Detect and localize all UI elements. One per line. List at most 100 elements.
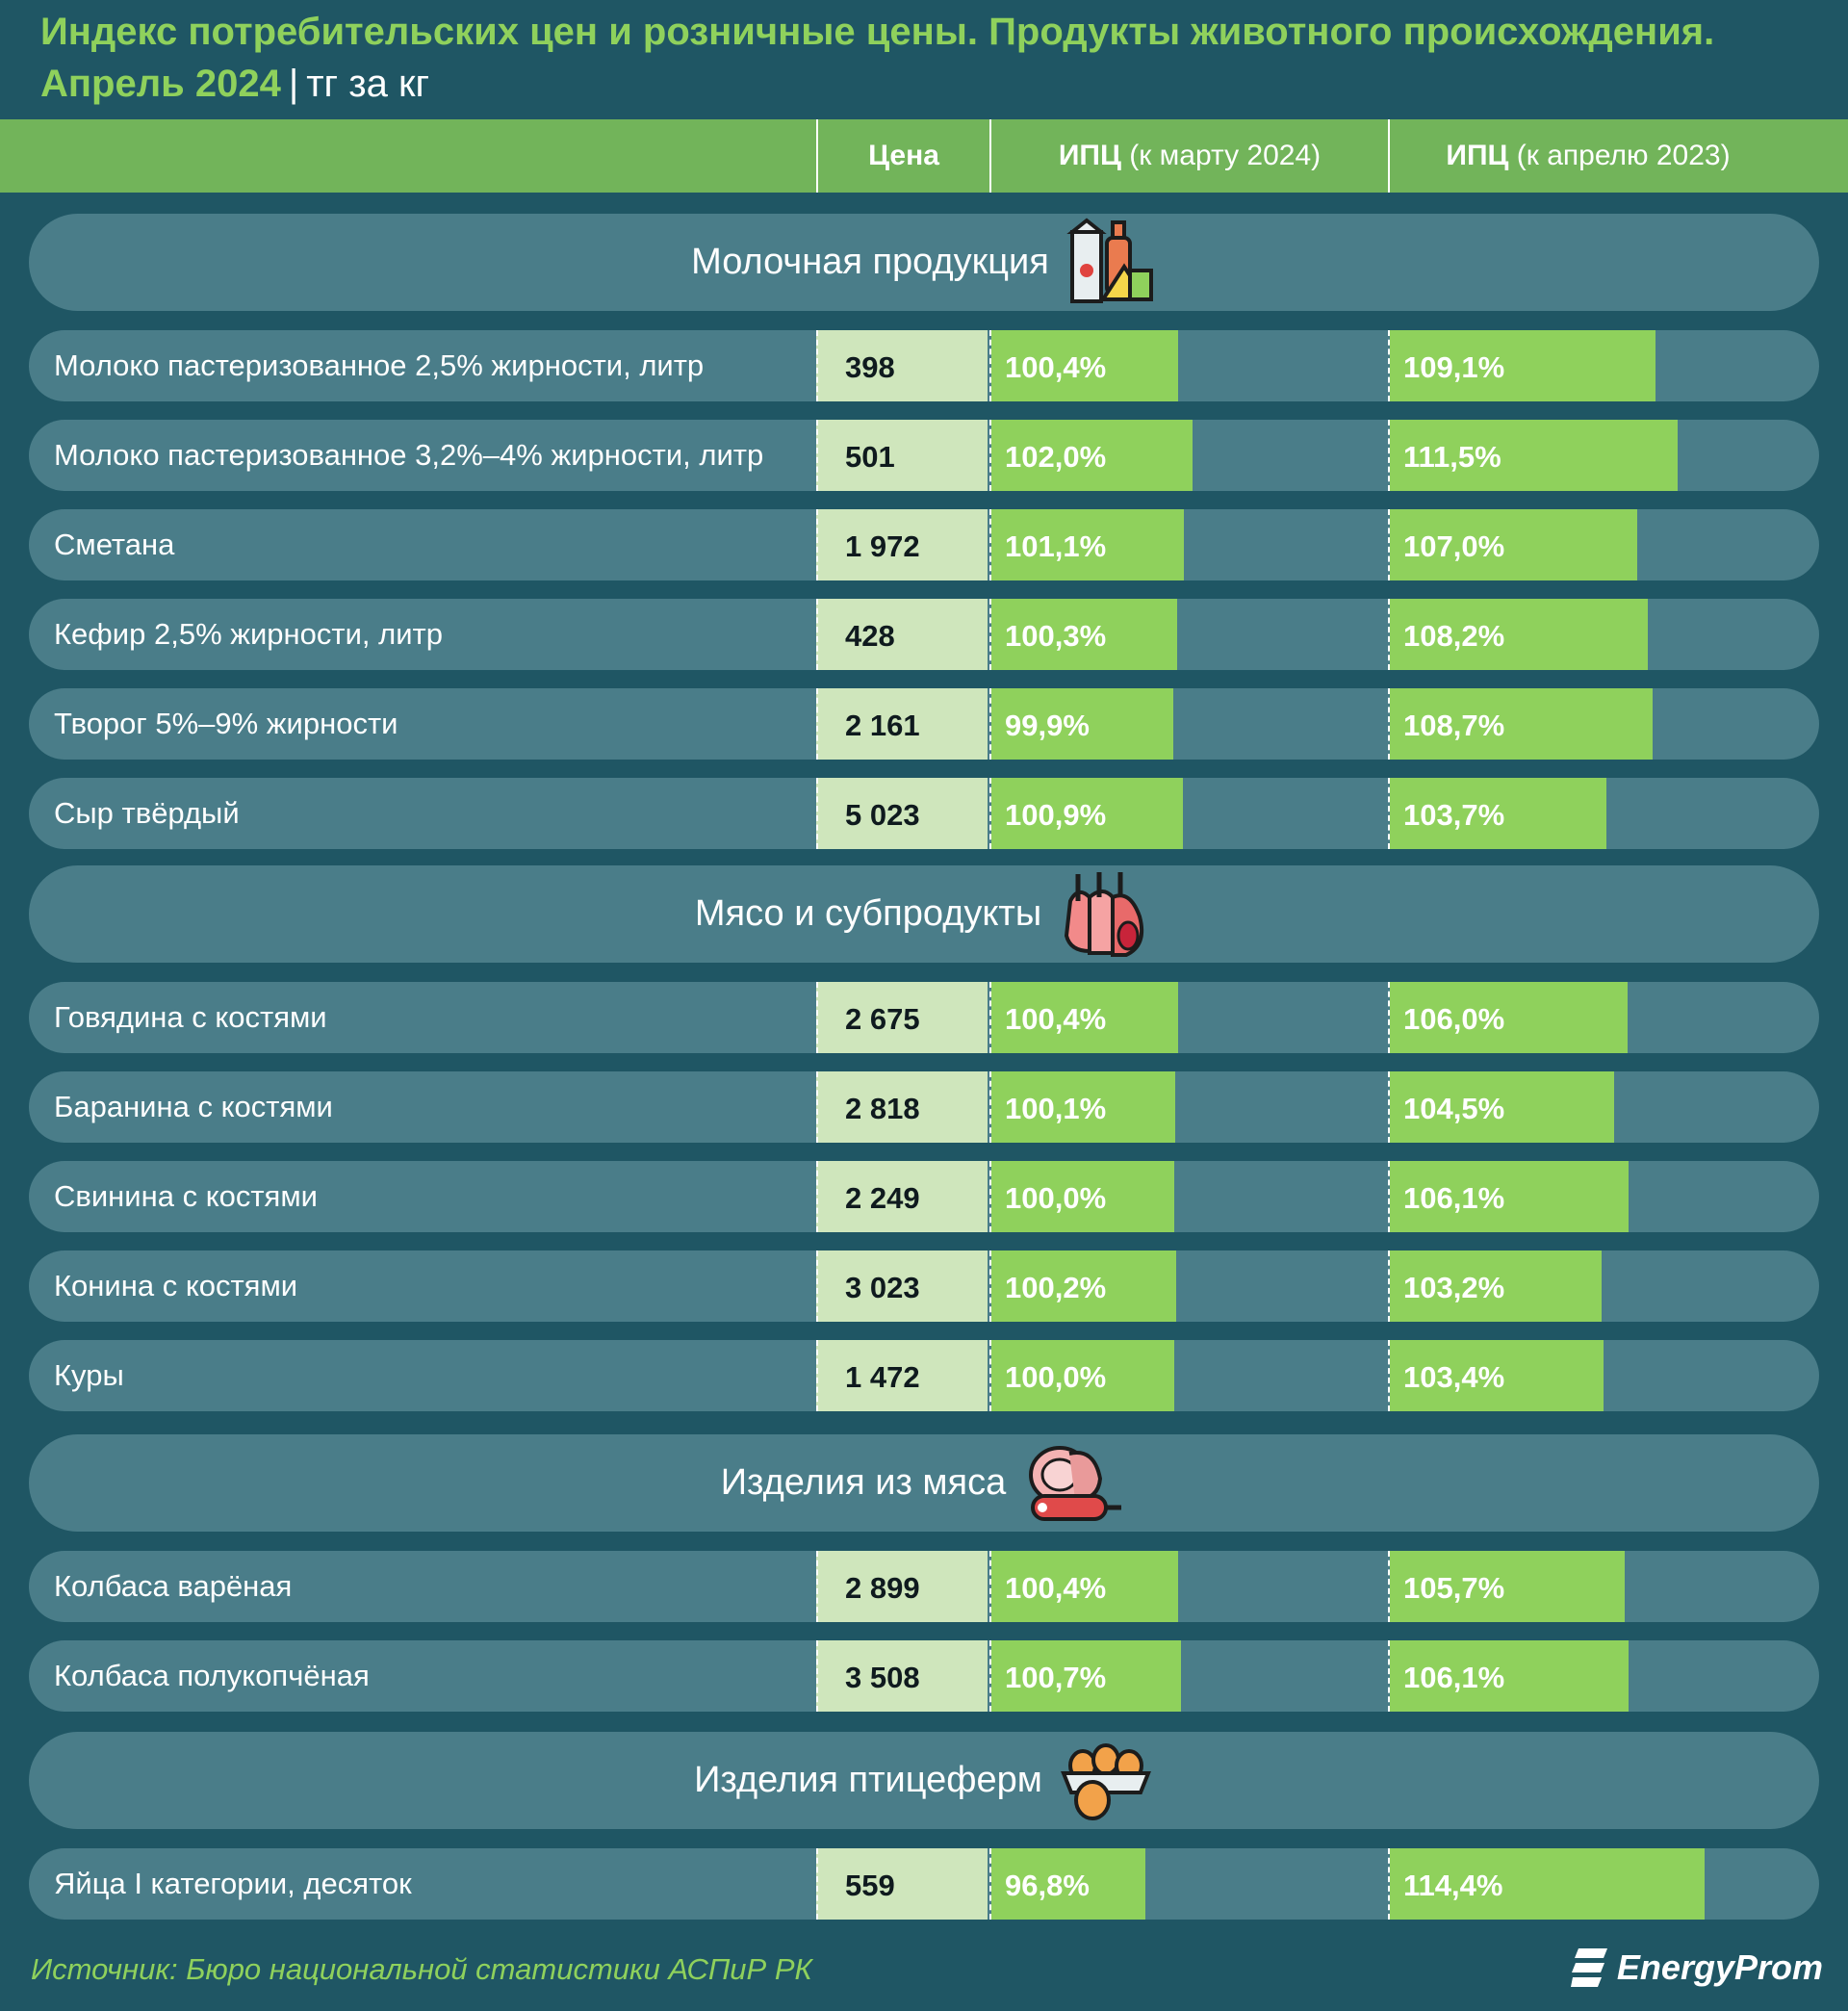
cpi-march-bar: 100,1% [991, 1071, 1175, 1143]
column-divider [816, 1250, 818, 1322]
price-cell: 2 675 [816, 982, 988, 1053]
header-divider [1388, 119, 1390, 193]
table-row: Молоко пастеризованное 3,2%–4% жирности,… [29, 420, 1819, 491]
product-label: Кефир 2,5% жирности, литр [54, 617, 443, 651]
column-divider [816, 1161, 818, 1232]
header-cpi-march: ИПЦ (к марту 2024) [1058, 140, 1322, 171]
column-divider [1388, 1250, 1390, 1322]
cpi-march-bar: 102,0% [991, 420, 1193, 491]
cpi-april-bar: 109,1% [1390, 330, 1656, 401]
cpi-march-bar: 99,9% [991, 688, 1173, 760]
price-cell: 3 023 [816, 1250, 988, 1322]
product-label: Молоко пастеризованное 3,2%–4% жирности,… [54, 438, 764, 472]
product-label: Творог 5%–9% жирности [54, 707, 398, 740]
column-divider [989, 1848, 991, 1920]
column-divider [1388, 688, 1390, 760]
cpi-march-bar: 100,3% [991, 599, 1177, 670]
column-divider [1388, 1071, 1390, 1143]
column-divider [816, 330, 818, 401]
cpi-march-bar: 100,2% [991, 1250, 1176, 1322]
column-divider [816, 1071, 818, 1143]
cpi-april-bar: 105,7% [1390, 1551, 1625, 1622]
column-divider [1388, 1848, 1390, 1920]
title-separator: | [288, 63, 299, 105]
meat-icon [1057, 868, 1153, 961]
price-cell: 428 [816, 599, 988, 670]
column-divider [989, 1340, 991, 1411]
column-divider [989, 330, 991, 401]
column-divider [816, 982, 818, 1053]
chart-title: Индекс потребительских цен и розничные ц… [40, 6, 1811, 110]
column-divider [1388, 982, 1390, 1053]
cpi-april-bar: 106,0% [1390, 982, 1628, 1053]
table-row: Говядина с костями 2 675 100,4% 106,0% [29, 982, 1819, 1053]
cpi-march-bar: 100,9% [991, 778, 1183, 849]
column-divider [816, 778, 818, 849]
title-text: Индекс потребительских цен и розничные ц… [40, 11, 1715, 53]
logo-text: EnergyProm [1616, 1947, 1823, 1987]
cpi-april-bar: 106,1% [1390, 1640, 1629, 1712]
category-title: Мясо и субпродукты [694, 893, 1042, 934]
column-divider [1388, 420, 1390, 491]
column-divider [989, 1161, 991, 1232]
cpi-april-bar: 107,0% [1390, 509, 1637, 580]
price-cell: 2 818 [816, 1071, 988, 1143]
price-cell: 2 161 [816, 688, 988, 760]
cpi-march-bar: 100,4% [991, 1551, 1178, 1622]
column-header-row: Цена ИПЦ (к марту 2024) ИПЦ (к апрелю 20… [0, 119, 1848, 193]
column-divider [1388, 1551, 1390, 1622]
price-cell: 5 023 [816, 778, 988, 849]
header-divider [989, 119, 991, 193]
product-label: Куры [54, 1358, 124, 1392]
table-row: Кефир 2,5% жирности, литр 428 100,3% 108,2% [29, 599, 1819, 670]
cpi-march-bar: 100,7% [991, 1640, 1181, 1712]
column-divider [816, 1640, 818, 1712]
price-cell: 1 972 [816, 509, 988, 580]
cpi-april-bar: 103,4% [1390, 1340, 1604, 1411]
price-cell: 2 899 [816, 1551, 988, 1622]
table-row: Куры 1 472 100,0% 103,4% [29, 1340, 1819, 1411]
source-note: Источник: Бюро национальной статистики А… [31, 1952, 812, 1986]
cpi-march-bar: 101,1% [991, 509, 1184, 580]
product-label: Сыр твёрдый [54, 796, 240, 830]
column-divider [816, 509, 818, 580]
table-row: Яйца I категории, десяток 559 96,8% 114,4% [29, 1848, 1819, 1920]
column-divider [816, 599, 818, 670]
table-row: Колбаса полукопчёная 3 508 100,7% 106,1% [29, 1640, 1819, 1712]
table-row: Молоко пастеризованное 2,5% жирности, ли… [29, 330, 1819, 401]
column-divider [816, 1551, 818, 1622]
title-unit: тг за кг [306, 63, 430, 105]
logo-icon [1570, 1948, 1607, 1987]
column-divider [989, 1551, 991, 1622]
product-label: Свинина с костями [54, 1179, 318, 1213]
dairy-icon [1065, 217, 1157, 309]
price-cell: 501 [816, 420, 988, 491]
cpi-april-bar: 104,5% [1390, 1071, 1614, 1143]
column-divider [1388, 1161, 1390, 1232]
table-row: Баранина с костями 2 818 100,1% 104,5% [29, 1071, 1819, 1143]
table-row: Сметана 1 972 101,1% 107,0% [29, 509, 1819, 580]
cpi-april-bar: 103,7% [1390, 778, 1606, 849]
brand-logo: EnergyProm [1570, 1947, 1823, 1989]
column-divider [1388, 599, 1390, 670]
cpi-march-bar: 100,0% [991, 1161, 1174, 1232]
price-cell: 1 472 [816, 1340, 988, 1411]
column-divider [989, 599, 991, 670]
table-row: Сыр твёрдый 5 023 100,9% 103,7% [29, 778, 1819, 849]
category-title: Изделия из мяса [720, 1462, 1007, 1503]
column-divider [1388, 1340, 1390, 1411]
column-divider [816, 1340, 818, 1411]
column-divider [989, 420, 991, 491]
header-cpi-april: ИПЦ (к апрелю 2023) [1446, 140, 1731, 171]
cpi-april-bar: 108,2% [1390, 599, 1648, 670]
category-header: Мясо и субпродукты [29, 865, 1819, 963]
sausage-icon [1021, 1440, 1127, 1527]
eggs-icon [1058, 1740, 1154, 1821]
cpi-march-bar: 100,0% [991, 1340, 1174, 1411]
cpi-march-bar: 100,4% [991, 982, 1178, 1053]
category-header: Изделия птицеферм [29, 1732, 1819, 1829]
column-divider [989, 688, 991, 760]
column-divider [816, 688, 818, 760]
category-header: Молочная продукция [29, 214, 1819, 311]
column-divider [1388, 778, 1390, 849]
